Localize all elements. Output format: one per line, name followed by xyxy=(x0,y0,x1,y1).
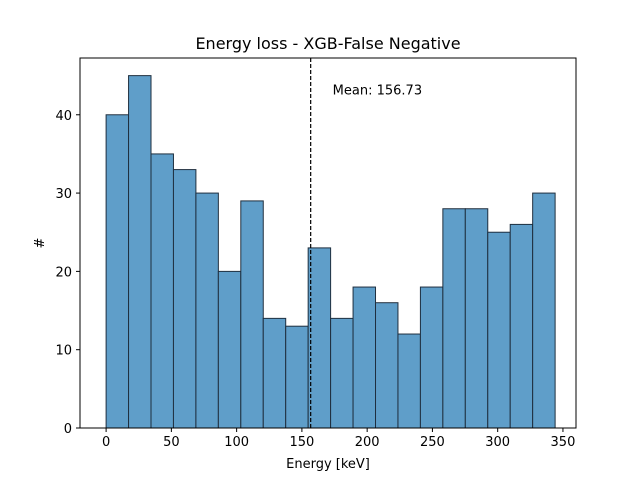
histogram-bar xyxy=(375,302,399,429)
plot-frame xyxy=(79,57,577,429)
histogram-bar xyxy=(307,247,332,429)
x-tick-label: 50 xyxy=(163,435,180,450)
histogram-bar xyxy=(397,333,421,429)
y-tick-label: 20 xyxy=(55,265,72,280)
histogram-bar xyxy=(105,114,130,429)
y-axis-label: # xyxy=(33,238,48,249)
x-axis-ticks: 0 50 100 150 200 250 300 350 xyxy=(102,428,575,450)
x-tick-label: 150 xyxy=(289,435,314,450)
x-tick-label: 0 xyxy=(102,435,110,450)
histogram-bar xyxy=(442,208,466,429)
y-tick-label: 40 xyxy=(55,109,72,124)
chart-title: Energy loss - XGB-False Negative xyxy=(195,34,460,53)
y-tick-label: 30 xyxy=(55,187,72,202)
x-tick-label: 350 xyxy=(551,435,576,450)
x-axis-label: Energy [keV] xyxy=(286,457,370,472)
x-tick-label: 100 xyxy=(224,435,249,450)
histogram-bar xyxy=(240,200,264,429)
histogram-bar xyxy=(330,317,354,429)
histogram-bar xyxy=(128,75,152,429)
y-tick-label: 10 xyxy=(55,344,72,359)
histogram-bar xyxy=(419,286,444,429)
histogram-bar xyxy=(464,208,489,429)
histogram-bar xyxy=(195,192,219,429)
x-tick-label: 250 xyxy=(420,435,445,450)
y-tick-label: 0 xyxy=(64,422,72,437)
histogram-bar xyxy=(150,153,174,429)
mean-label: Mean: 156.73 xyxy=(333,83,422,98)
x-tick-label: 300 xyxy=(485,435,510,450)
histogram-bar xyxy=(352,286,377,429)
histogram-bar xyxy=(285,325,309,429)
histogram-bar xyxy=(532,192,556,429)
histogram-bar xyxy=(217,270,242,429)
x-tick-label: 200 xyxy=(355,435,380,450)
histogram-bar xyxy=(172,169,197,429)
histogram-bar xyxy=(487,231,511,429)
histogram-bar xyxy=(262,317,287,429)
bars-group xyxy=(105,75,556,429)
y-axis-ticks: 0 10 20 30 40 xyxy=(55,109,80,437)
histogram-bar xyxy=(509,223,534,429)
